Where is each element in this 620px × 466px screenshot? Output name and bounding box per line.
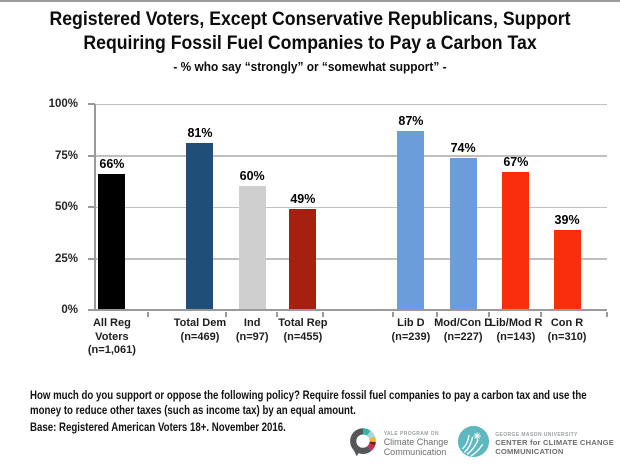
x-axis-tick: [147, 312, 150, 317]
x-axis-tick: [606, 312, 608, 317]
x-axis-tick: [321, 312, 324, 317]
bar-value-label: 66%: [99, 157, 125, 172]
bar: [449, 157, 477, 310]
x-axis-tick: [275, 312, 278, 317]
gridline: [95, 155, 607, 157]
yale-logo: YALE PROGRAM ON Climate Change Communica…: [347, 426, 449, 463]
x-axis-category-label-line: Con R: [550, 317, 584, 329]
y-axis-tick: [88, 257, 95, 260]
gridline: [95, 258, 607, 260]
yale-line1: Climate Change: [383, 437, 449, 447]
x-axis-line: [94, 309, 607, 311]
x-axis-category-label: All Reg Voters (n=1,061): [88, 317, 136, 358]
x-axis-category-label: Lib/Mod R (n=143): [489, 317, 542, 344]
x-axis-category-label: Total Dem (n=469): [174, 317, 226, 344]
bar-value-label: 74%: [450, 140, 476, 155]
x-axis-category-label: Mod/Con D (n=227): [434, 317, 492, 344]
survey-question-line2: money to reduce other taxes (such as inc…: [30, 405, 356, 417]
x-axis-category-label: Total Rep (n=455): [278, 317, 327, 344]
x-axis-category-label-line: Mod/Con D: [434, 317, 493, 329]
x-axis-category-label-line: Total Dem: [173, 317, 227, 329]
bar-value-label: 87%: [398, 113, 424, 128]
x-axis-category-label-line: (n=239): [391, 330, 431, 343]
gmu-climate-center-icon: [457, 425, 490, 463]
base-note: Base: Registered American Voters 18+. No…: [30, 422, 286, 434]
bar: [502, 171, 530, 310]
bar-value-label: 39%: [554, 212, 580, 227]
header: Registered Voters, Except Conservative R…: [0, 8, 620, 74]
x-axis-tick: [391, 312, 394, 317]
bar: [238, 186, 266, 310]
x-axis-category-label: Ind (n=97): [236, 317, 269, 344]
x-axis-category-label-line: (n=469): [180, 330, 220, 343]
logo-block: YALE PROGRAM ON Climate Change Communica…: [347, 425, 614, 463]
x-axis-category-label-line: Total Rep: [278, 317, 328, 329]
bar: [553, 229, 581, 310]
y-axis-tick-label: 100%: [48, 98, 78, 110]
x-axis-category-label: Lib D (n=239): [391, 317, 430, 344]
page-title-line2: Requiring Fossil Fuel Companies to Pay a…: [83, 33, 537, 54]
survey-question-text: How much do you support or oppose the fo…: [30, 389, 618, 419]
page-title-line1: Registered Voters, Except Conservative R…: [49, 9, 571, 30]
gmu-line1: CENTER for CLIMATE CHANGE: [495, 437, 614, 447]
x-axis-category-label-line: Lib D: [397, 317, 425, 329]
gmu-line2: COMMUNICATION: [495, 447, 564, 456]
x-axis-category-label-line: (n=227): [443, 330, 483, 343]
x-axis-category-label-line: Ind: [243, 317, 261, 329]
x-axis-tick: [436, 312, 439, 317]
bar: [397, 130, 425, 310]
gmu-university-label: GEORGE MASON UNIVERSITY: [495, 431, 578, 438]
bar-value-label: 60%: [239, 169, 265, 184]
y-axis-tick: [88, 103, 95, 105]
bar: [186, 143, 214, 310]
bar-value-label: 67%: [503, 154, 529, 169]
bar: [289, 209, 317, 310]
y-axis-tick: [88, 309, 95, 311]
y-axis-tick-label: 50%: [54, 201, 78, 213]
x-axis-category-label: Con R (n=310): [548, 317, 587, 344]
x-axis-labels: All Reg Voters (n=1,061) Total Dem (n=469) In…: [88, 317, 607, 363]
x-axis-category-label-line: (n=143): [496, 330, 536, 343]
y-axis-tick-label: 0%: [61, 304, 78, 316]
x-axis-category-label-line: (n=455): [283, 330, 323, 343]
x-axis-category-label-line: Lib/Mod R: [489, 317, 543, 329]
x-axis-category-label-line: Voters: [95, 330, 129, 343]
y-axis-tick-label: 75%: [54, 149, 78, 162]
y-axis-labels: 0% 25% 50% 75% 100%: [38, 98, 88, 316]
x-axis-category-label-line: (n=1,061): [87, 344, 136, 356]
x-axis-category-label-line: (n=310): [547, 330, 587, 343]
yale-line2: Communication: [383, 447, 447, 457]
x-axis-tick: [488, 312, 491, 317]
x-axis-category-label-line: All Reg: [92, 317, 131, 329]
gmu-logo-text: GEORGE MASON UNIVERSITY CENTER for CLIMA…: [495, 432, 614, 457]
y-axis-line: [94, 104, 96, 311]
bar-value-label: 81%: [187, 126, 213, 141]
survey-question-line1: How much do you support or oppose the fo…: [30, 390, 587, 402]
yale-climate-communication-icon: [347, 426, 379, 463]
top-edge-divider: [0, 0, 620, 2]
y-axis-tick: [88, 206, 95, 208]
y-axis-tick-label: 25%: [54, 252, 78, 265]
gridline: [95, 206, 607, 208]
yale-logo-text: YALE PROGRAM ON Climate Change Communica…: [384, 431, 449, 457]
y-axis-tick: [88, 154, 95, 157]
yale-program-label: YALE PROGRAM ON: [383, 431, 439, 437]
chart-subtitle: - % who say “strongly” or “somewhat supp…: [173, 60, 447, 74]
bar: [98, 174, 126, 310]
plot-area: 66% 81% 60% 49% 87% 74% 67% 39%: [88, 103, 608, 317]
x-axis-category-label-line: (n=97): [235, 330, 269, 343]
gridline: [95, 103, 607, 105]
bar-value-label: 49%: [290, 192, 316, 207]
x-axis-tick: [539, 312, 542, 317]
gmu-logo: GEORGE MASON UNIVERSITY CENTER for CLIMA…: [457, 425, 614, 463]
x-axis-tick: [225, 312, 228, 317]
